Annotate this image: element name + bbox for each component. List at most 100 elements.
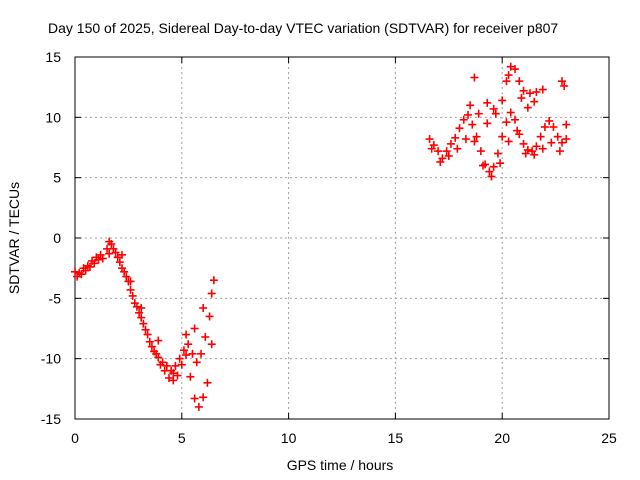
- data-point: [135, 308, 144, 317]
- chart-title: Day 150 of 2025, Sidereal Day-to-day VTE…: [48, 20, 558, 36]
- data-point: [506, 62, 515, 71]
- data-point: [113, 253, 122, 262]
- data-point: [85, 262, 94, 271]
- data-point: [98, 254, 107, 263]
- data-point: [504, 71, 513, 80]
- y-tick-label: 15: [45, 49, 61, 65]
- data-point: [538, 85, 547, 94]
- data-point: [143, 330, 152, 339]
- x-tick-label: 25: [601, 430, 617, 446]
- data-point: [519, 86, 528, 95]
- data-point: [470, 73, 479, 82]
- data-point: [126, 277, 135, 286]
- data-point: [182, 351, 191, 360]
- data-point: [470, 137, 479, 146]
- data-point: [137, 303, 146, 312]
- y-tick-label: -15: [41, 411, 61, 427]
- data-point: [194, 402, 203, 411]
- data-point: [547, 138, 556, 147]
- data-point: [209, 276, 218, 285]
- data-point: [511, 115, 520, 124]
- data-point: [207, 340, 216, 349]
- data-point: [513, 126, 522, 135]
- data-point: [71, 267, 79, 276]
- data-point: [496, 159, 505, 168]
- data-point: [152, 349, 161, 358]
- data-point: [173, 371, 182, 380]
- data-point: [105, 237, 114, 246]
- data-point: [444, 151, 453, 160]
- data-point: [177, 360, 186, 369]
- data-point: [90, 259, 99, 268]
- data-point: [117, 264, 126, 273]
- data-point: [466, 101, 475, 110]
- data-point: [519, 139, 528, 148]
- data-point: [530, 150, 539, 159]
- data-point: [156, 360, 165, 369]
- y-tick-label: 0: [53, 230, 61, 246]
- data-point: [498, 96, 507, 105]
- data-point: [545, 116, 554, 125]
- x-tick-label: 15: [388, 430, 404, 446]
- data-point: [483, 98, 492, 107]
- data-point: [126, 285, 135, 294]
- data-point: [525, 89, 534, 98]
- data-point: [141, 325, 150, 334]
- data-point: [175, 354, 184, 363]
- grid-lines: [75, 57, 609, 419]
- data-point: [515, 77, 524, 86]
- data-point: [532, 142, 541, 151]
- data-point: [197, 349, 206, 358]
- x-tick-labels: 0 5 10 15 20 25: [71, 430, 617, 446]
- data-point: [199, 393, 208, 402]
- data-point: [511, 65, 520, 74]
- data-point: [171, 361, 180, 370]
- y-axis-label: SDTVAR / TECUs: [6, 182, 22, 294]
- data-point: [160, 366, 169, 375]
- data-point: [77, 270, 86, 279]
- data-point: [81, 266, 90, 275]
- x-axis-label: GPS time / hours: [287, 457, 394, 473]
- data-point: [425, 135, 434, 144]
- data-point: [201, 332, 210, 341]
- plot-border: [74, 56, 610, 420]
- data-point: [109, 244, 118, 253]
- data-point: [203, 378, 212, 387]
- data-point: [502, 77, 511, 86]
- data-point: [186, 372, 195, 381]
- data-point: [139, 319, 148, 328]
- data-point: [455, 124, 464, 133]
- data-point: [446, 139, 455, 148]
- data-point: [461, 135, 470, 144]
- data-point: [521, 149, 530, 158]
- data-point: [504, 137, 513, 146]
- data-point: [562, 135, 571, 144]
- data-point: [485, 167, 494, 176]
- y-tick-label: -5: [49, 290, 62, 306]
- data-point: [182, 330, 191, 339]
- axes-frame: [74, 56, 610, 420]
- data-point: [442, 147, 451, 156]
- data-point: [117, 250, 126, 259]
- data-point: [538, 144, 547, 153]
- data-point: [532, 87, 541, 96]
- data-point: [169, 376, 178, 385]
- data-point: [128, 291, 137, 300]
- x-tick-label: 0: [71, 430, 79, 446]
- data-point: [459, 115, 468, 124]
- data-point: [558, 77, 567, 86]
- data-point: [498, 132, 507, 141]
- data-point: [553, 132, 562, 141]
- x-tick-label: 20: [494, 430, 510, 446]
- data-point: [558, 138, 567, 147]
- data-point: [560, 81, 569, 90]
- y-tick-labels: -15 -10 -5 0 5 10 15: [41, 49, 61, 427]
- data-point: [517, 94, 526, 103]
- data-point: [536, 132, 545, 141]
- data-point: [523, 103, 532, 112]
- data-point: [207, 289, 216, 298]
- y-tick-label: -10: [41, 351, 61, 367]
- data-point: [468, 120, 477, 129]
- data-point: [491, 109, 500, 118]
- data-point: [434, 147, 443, 156]
